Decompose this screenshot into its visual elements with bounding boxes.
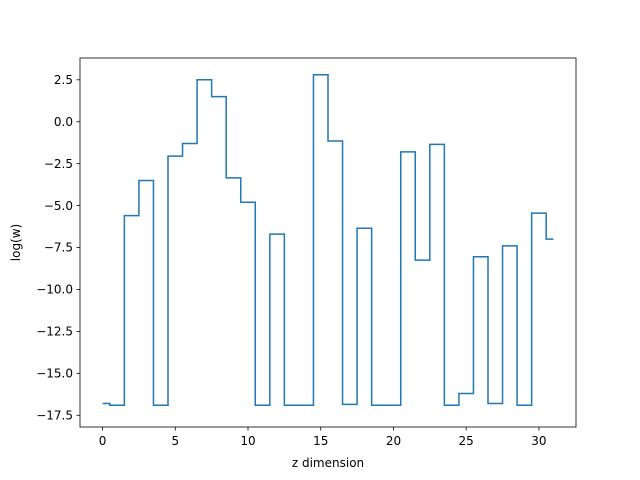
y-tick-label: 2.5 [54, 73, 73, 87]
y-tick-label: −17.5 [36, 408, 73, 422]
y-ticks: 2.5 0.0 −2.5 −5.0 −7.5 −10.0 −12.5 −15.0 −17.5 [36, 73, 80, 422]
x-tick-label: 25 [459, 434, 474, 448]
series-line [102, 74, 554, 406]
x-ticks: 0 5 10 15 20 25 30 [99, 427, 547, 448]
y-axis-label: log(w) [9, 224, 23, 261]
x-axis-label: z dimension [292, 456, 364, 470]
y-tick-label: −12.5 [36, 325, 73, 339]
x-tick-label: 20 [386, 434, 401, 448]
x-tick-label: 0 [99, 434, 107, 448]
y-tick-label: −2.5 [44, 157, 73, 171]
axes-frame [79, 57, 577, 428]
x-tick-label: 30 [531, 434, 546, 448]
y-tick-label: −5.0 [44, 199, 73, 213]
x-tick-label: 15 [313, 434, 328, 448]
x-tick-label: 10 [240, 434, 255, 448]
y-tick-label: 0.0 [54, 115, 73, 129]
y-tick-label: −10.0 [36, 283, 73, 297]
y-tick-label: −15.0 [36, 367, 73, 381]
y-tick-label: −7.5 [44, 241, 73, 255]
x-tick-label: 5 [171, 434, 179, 448]
